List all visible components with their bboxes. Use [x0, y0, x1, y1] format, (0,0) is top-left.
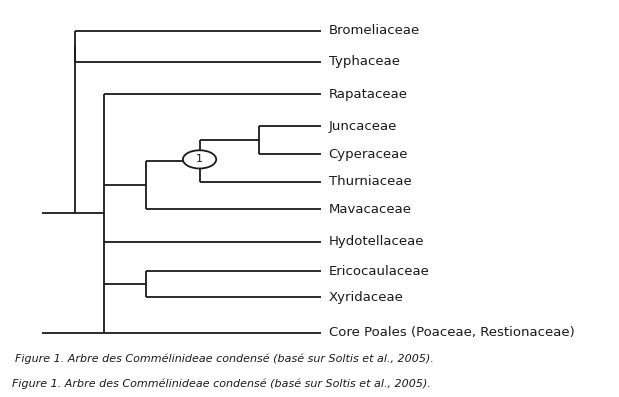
Text: Typhaceae: Typhaceae	[329, 55, 399, 68]
Text: Core Poales (Poaceae, Restionaceae): Core Poales (Poaceae, Restionaceae)	[329, 326, 574, 339]
Text: Hydotellaceae: Hydotellaceae	[329, 235, 424, 248]
Text: Figure 1. Arbre des Commélinideae condensé (basé sur Soltis et al., 2005).: Figure 1. Arbre des Commélinideae conden…	[12, 379, 431, 389]
Text: Ericocaulaceae: Ericocaulaceae	[329, 264, 430, 278]
Text: Juncaceae: Juncaceae	[329, 120, 397, 133]
Text: 1: 1	[196, 154, 203, 164]
Text: Bromeliaceae: Bromeliaceae	[329, 24, 420, 37]
Text: Mavacaceae: Mavacaceae	[329, 203, 412, 216]
Text: Rapataceae: Rapataceae	[329, 87, 407, 100]
Text: Thurniaceae: Thurniaceae	[329, 175, 411, 188]
Text: Figure 1. Arbre des Commélinideae condensé (basé sur Soltis et al., 2005).: Figure 1. Arbre des Commélinideae conden…	[15, 354, 434, 364]
Circle shape	[183, 150, 216, 168]
Text: Xyridaceae: Xyridaceae	[329, 291, 404, 304]
Text: Cyperaceae: Cyperaceae	[329, 148, 408, 161]
